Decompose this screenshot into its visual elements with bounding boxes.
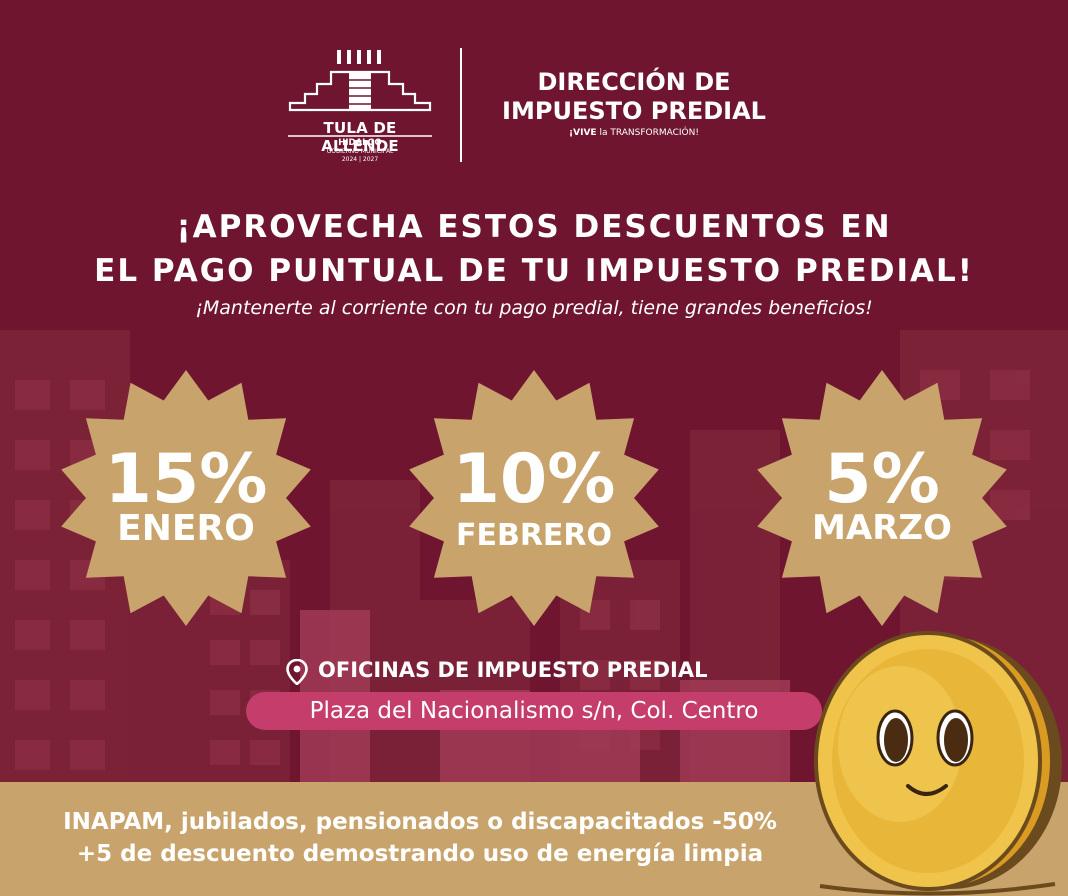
government-label: GOBIERNO MUNICIPAL — [326, 148, 394, 155]
benefits-text: INAPAM, jubilados, pensionados o discapa… — [0, 806, 840, 870]
discount-badge-february: 10% FEBRERO — [404, 368, 664, 628]
municipality-name: TULA DE ALLENDE — [321, 119, 399, 155]
department-title-line1: DIRECCIÓN DE — [537, 68, 731, 96]
starburst-shape — [757, 370, 1007, 626]
benefits-line2: +5 de descuento demostrando uso de energ… — [76, 841, 764, 867]
discount-percent: 15% — [104, 440, 268, 519]
tagline: ¡VIVE la TRANSFORMACIÓN! — [484, 128, 784, 138]
header-divider — [460, 48, 462, 162]
discount-month: ENERO — [117, 508, 255, 549]
department-title: DIRECCIÓN DE IMPUESTO PREDIAL — [484, 68, 784, 126]
headline-line2: EL PAGO PUNTUAL DE TU IMPUESTO PREDIAL! — [94, 253, 974, 289]
benefits-line1: INAPAM, jubilados, pensionados o discapa… — [63, 809, 777, 835]
office-title: OFICINAS DE IMPUESTO PREDIAL — [318, 658, 708, 682]
starburst-shape — [409, 370, 659, 626]
starburst-shape — [61, 370, 311, 626]
discount-percent: 5% — [824, 440, 940, 519]
discount-month: MARZO — [812, 508, 952, 548]
discount-badge-january: 15% ENERO — [56, 368, 316, 628]
discount-badge-march: 5% MARZO — [752, 368, 1012, 628]
state-name: HIDALGO — [338, 138, 382, 148]
tagline-end: TRANSFORMACIÓN! — [610, 128, 699, 138]
discount-percent: 10% — [452, 440, 616, 519]
tagline-bold: ¡VIVE — [569, 128, 597, 138]
term-years: 2024 | 2027 — [341, 156, 379, 163]
headline-line1: ¡APROVECHA ESTOS DESCUENTOS EN — [176, 209, 892, 245]
department-title-line2: IMPUESTO PREDIAL — [502, 97, 766, 125]
discount-month: FEBRERO — [455, 518, 613, 553]
headline: ¡APROVECHA ESTOS DESCUENTOS EN EL PAGO P… — [20, 205, 1048, 293]
office-address-pill: Plaza del Nacionalismo s/n, Col. Centro — [246, 692, 822, 730]
tagline-small: la — [596, 128, 611, 138]
location-pin-icon — [286, 659, 308, 685]
subtitle: ¡Mantenerte al corriente con tu pago pre… — [195, 297, 873, 319]
pyramid-logo-icon — [288, 50, 432, 137]
smiling-coin-icon — [814, 631, 1062, 896]
